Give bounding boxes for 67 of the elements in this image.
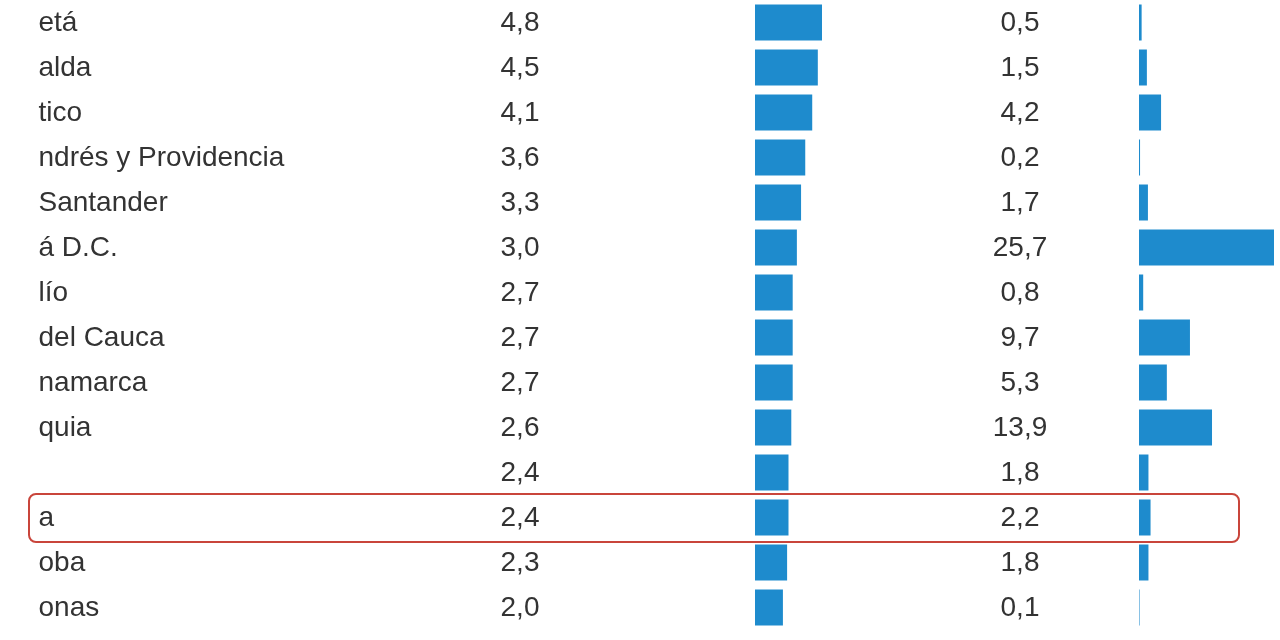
bar (755, 4, 822, 41)
data-label: 3,0 (500, 230, 540, 262)
bar (1139, 409, 1213, 446)
y-tick-label: ndrés y Providencia (38, 140, 285, 172)
y-tick-label: Santander (38, 185, 168, 217)
data-label: 3,6 (500, 140, 540, 172)
y-tick-label: namarca (38, 365, 148, 397)
bar (755, 229, 797, 266)
data-label: 2,3 (500, 545, 540, 577)
data-label: 4,8 (500, 5, 540, 37)
data-label: 2,0 (500, 590, 540, 622)
bar (755, 544, 788, 581)
y-tick-label: quia (38, 410, 92, 442)
bar (755, 454, 789, 491)
data-label: 9,7 (1000, 320, 1040, 352)
bar (755, 94, 813, 131)
data-label: 4,5 (500, 50, 540, 82)
data-label: 25,7 (992, 230, 1048, 262)
bar (1139, 364, 1167, 401)
bar (1139, 4, 1142, 41)
data-label: 2,7 (500, 275, 540, 307)
data-label: 0,2 (1000, 140, 1040, 172)
y-tick-label: oba (38, 545, 86, 577)
data-label: 13,9 (992, 410, 1048, 442)
bar (1139, 49, 1147, 86)
data-label: 2,4 (500, 500, 540, 532)
bar (755, 499, 789, 536)
y-tick-label: á D.C. (38, 230, 118, 262)
bar (755, 139, 806, 176)
data-label: 2,4 (500, 455, 540, 487)
bar (755, 319, 793, 356)
data-label: 2,7 (500, 365, 540, 397)
data-label: 0,5 (1000, 5, 1040, 37)
data-label: 2,2 (1000, 500, 1040, 532)
bar (755, 184, 802, 221)
bar (1139, 274, 1144, 311)
bar (755, 274, 793, 311)
bar (1139, 184, 1148, 221)
y-tick-label: a (38, 500, 55, 532)
bar (755, 364, 793, 401)
y-tick-label: lío (38, 275, 69, 307)
y-tick-label: alda (38, 50, 92, 82)
data-label: 1,7 (1000, 185, 1040, 217)
bar (1139, 499, 1151, 536)
data-label: 0,8 (1000, 275, 1040, 307)
bar (755, 409, 792, 446)
y-tick-label: tico (38, 95, 83, 127)
bar (1139, 229, 1274, 266)
y-tick-label: etá (38, 5, 78, 37)
data-label: 2,6 (500, 410, 540, 442)
data-label: 1,5 (1000, 50, 1040, 82)
y-tick-label: del Cauca (38, 320, 166, 352)
data-label: 4,1 (500, 95, 540, 127)
y-tick-label: onas (38, 590, 100, 622)
data-label: 0,1 (1000, 590, 1040, 622)
data-label: 1,8 (1000, 455, 1040, 487)
bar (1139, 94, 1162, 131)
data-label: 3,3 (500, 185, 540, 217)
bar (1139, 319, 1190, 356)
data-label: 2,7 (500, 320, 540, 352)
data-label: 4,2 (1000, 95, 1040, 127)
bar (755, 589, 783, 626)
data-label: 5,3 (1000, 365, 1040, 397)
bar (755, 49, 818, 86)
data-label: 1,8 (1000, 545, 1040, 577)
bar (1139, 544, 1149, 581)
bar (1139, 454, 1149, 491)
